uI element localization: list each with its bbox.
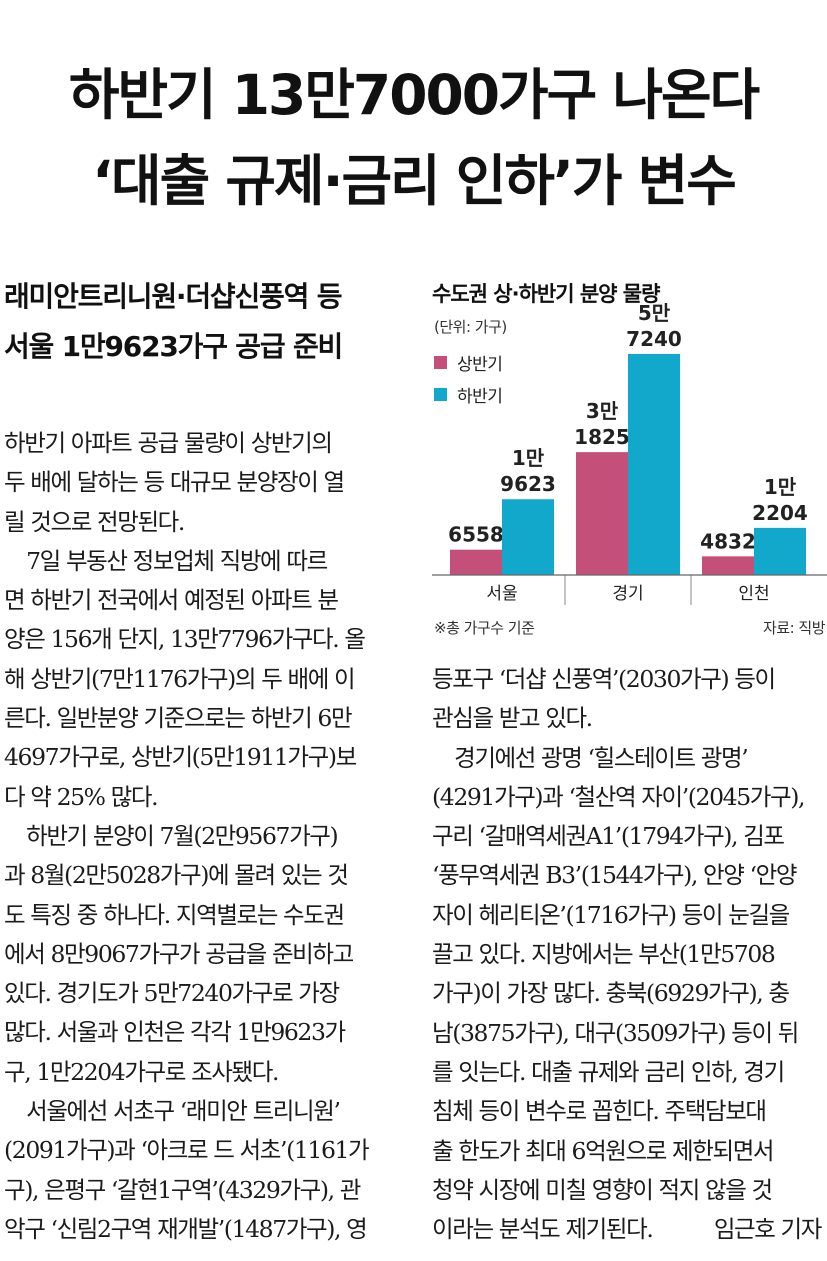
- article-line: 많다. 서울과 인천은 각각 1만9623가: [4, 1018, 346, 1047]
- article-line: 하반기 분양이 7월(2만9567가구): [4, 821, 339, 850]
- article-line: 7일 부동산 정보업체 직방에 따르: [4, 546, 328, 575]
- article-line: 등포구 ‘더샵 신풍역’(2030가구) 등이: [432, 665, 776, 693]
- article-line: 구리 ‘갈매역세권A1’(1794가구), 김포: [432, 822, 785, 851]
- article-line: 있다. 경기도가 5만7240가구로 가장: [4, 979, 340, 1008]
- data-label: 5만 7240: [626, 301, 682, 351]
- article-line: 과 8월(2만5028가구)에 몰려 있는 것: [4, 861, 349, 890]
- supply-chart: 수도권 상·하반기 분양 물량 (단위: 가구) 상반기 하반기 6558 1만 9…: [432, 270, 827, 650]
- article-line: 하반기 아파트 공급 물량이 상반기의: [4, 429, 333, 457]
- headline: 하반기 13만7000가구 나온다 ‘대출 규제·금리 인하’가 변수: [0, 52, 827, 224]
- category-label-2: 인천: [738, 584, 769, 604]
- article-line: 4697가구로, 상반기(5만1911가구)보: [4, 743, 357, 772]
- article-line: 악구 ‘신림2구역 재개발’(1487가구), 영: [4, 1214, 368, 1243]
- subheadline-line-2: 서울 1만9623가구 공급 준비: [4, 330, 343, 363]
- legend-swatch-first-half: [434, 356, 447, 369]
- chart-unit: (단위: 가구): [434, 318, 507, 336]
- legend-second-half: 하반기: [434, 382, 503, 407]
- chart-title: 수도권 상·하반기 분양 물량: [432, 282, 660, 306]
- article-line: 경기에선 광명 ‘힐스테이트 광명’: [432, 743, 749, 772]
- bar-first-half-2: [702, 556, 754, 575]
- article-line: 면 하반기 전국에서 예정된 아파트 분: [4, 586, 339, 615]
- article-line: 출 한도가 최대 6억원으로 제한되면서: [432, 1136, 775, 1165]
- article-line: 해 상반기(7만1176가구)의 두 배에 이: [4, 664, 356, 693]
- chart-note: ※총 가구수 기준: [434, 619, 535, 637]
- headline-line-1: 하반기 13만7000가구 나온다: [68, 63, 760, 127]
- data-label: 1만 2204: [752, 475, 808, 525]
- category-label-1: 경기: [612, 584, 643, 604]
- article-line: (4291가구)과 ‘철산역 자이’(2045가구),: [432, 782, 805, 811]
- chart-plot: 6558 1만 9623 서울 3만 1825 5만 7240 경기 4832 1만 2204 인천: [432, 301, 827, 605]
- article-line: 두 배에 달하는 등 대규모 분양장이 열: [4, 468, 345, 497]
- bar-first-half-1: [576, 452, 628, 575]
- article-line: 를 잇는다. 대출 규제와 금리 인하, 경기: [432, 1057, 785, 1086]
- subheadline: 래미안트리니원·더샵신풍역 등 서울 1만9623가구 공급 준비: [4, 272, 404, 372]
- data-label: 3만 1825: [574, 399, 630, 449]
- article-line: 릴 것으로 전망된다.: [4, 507, 185, 536]
- article-line: 관심을 받고 있다.: [432, 704, 593, 733]
- bar-first-half-0: [450, 549, 502, 575]
- article-line: 에서 8만9067가구가 공급을 준비하고: [4, 939, 354, 968]
- category-label-0: 서울: [486, 584, 517, 604]
- article-line: 서울에선 서초구 ‘래미안 트리니원’: [4, 1097, 341, 1126]
- bar-second-half-1: [628, 354, 680, 575]
- legend-swatch-second-half: [434, 388, 447, 401]
- bar-second-half-2: [754, 527, 806, 575]
- bar-second-half-0: [502, 499, 554, 575]
- legend-label-first-half: 상반기: [457, 355, 503, 375]
- legend-label-second-half: 하반기: [457, 387, 503, 407]
- article-line: 가구)이 가장 많다. 충북(6929가구), 충: [432, 979, 790, 1008]
- chart-source: 자료: 직방: [762, 619, 826, 637]
- subheadline-line-1: 래미안트리니원·더샵신풍역 등: [4, 280, 342, 313]
- article-line: 이라는 분석도 제기된다. 임근호 기자: [432, 1210, 827, 1249]
- data-label: 4832: [700, 529, 756, 553]
- article-line: 구, 1만2204가구로 조사됐다.: [4, 1057, 279, 1086]
- legend-first-half: 상반기: [434, 350, 503, 375]
- article-line: 자이 헤리티온’(1716가구) 등이 눈길을: [432, 900, 790, 929]
- article-line: (2091가구)과 ‘아크로 드 서초’(1161가: [4, 1136, 370, 1165]
- article-line: ‘풍무역세권 B3’(1544가구), 안양 ‘안양: [432, 861, 797, 890]
- article-line: 다 약 25% 많다.: [4, 782, 159, 811]
- article-line: 끌고 있다. 지방에서는 부산(1만5708: [432, 940, 776, 969]
- article-line: 른다. 일반분양 기준으로는 하반기 6만: [4, 704, 353, 733]
- headline-line-2: ‘대출 규제·금리 인하’가 변수: [92, 149, 737, 213]
- article-line: 구), 은평구 ‘갈현1구역’(4329가구), 관: [4, 1175, 361, 1204]
- article-line: 도 특징 중 하나다. 지역별로는 수도권: [4, 900, 345, 929]
- data-label: 6558: [448, 523, 504, 547]
- article-line: 양은 156개 단지, 13만7796가구다. 올: [4, 625, 366, 654]
- byline: 임근호 기자: [713, 1215, 823, 1244]
- article-line: 침체 등이 변수로 꼽힌다. 주택담보대: [432, 1097, 767, 1126]
- article-line: 청약 시장에 미칠 영향이 적지 않을 것: [432, 1175, 773, 1204]
- data-label: 1만 9623: [500, 446, 556, 496]
- article-line: 남(3875가구), 대구(3509가구) 등이 뒤: [432, 1018, 799, 1047]
